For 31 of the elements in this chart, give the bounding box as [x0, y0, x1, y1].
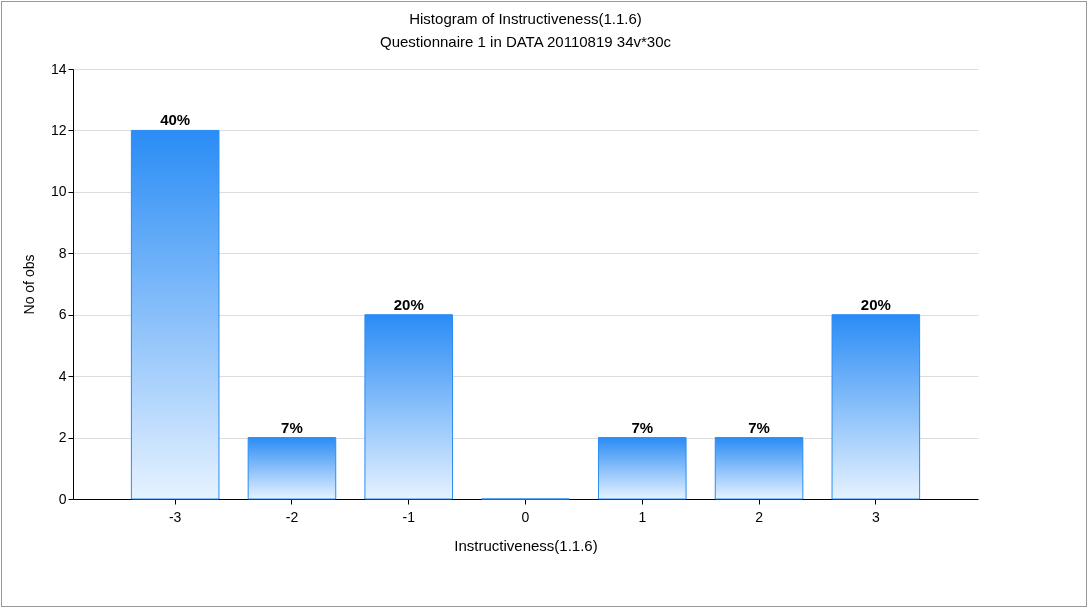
annotation: 7% — [281, 418, 303, 436]
x-tick-label: -1 — [402, 508, 416, 525]
y-tick-label: 0 — [58, 490, 67, 507]
x-tick-label: 1 — [638, 508, 647, 525]
bar — [247, 437, 337, 500]
x-tick-label: -2 — [285, 508, 299, 525]
bar — [130, 129, 220, 500]
bar — [597, 437, 687, 500]
y-tick-label: 8 — [58, 244, 67, 261]
annotation: 7% — [631, 418, 654, 436]
annotation: 20% — [393, 295, 424, 313]
chart-title: Histogram of Instructiveness(1.1.6) — [409, 10, 642, 27]
x-tick-label: -3 — [168, 508, 182, 525]
x-tick-label: 3 — [871, 508, 880, 525]
x-tick-label: 0 — [521, 508, 530, 525]
y-tick-label: 12 — [50, 121, 67, 138]
y-axis-title: No of obs — [20, 254, 37, 315]
y-tick-label: 6 — [58, 306, 67, 323]
annotation: 20% — [860, 295, 891, 313]
y-tick-label: 14 — [50, 60, 67, 77]
y-tick-label: 2 — [58, 429, 67, 446]
x-tick-label: 2 — [755, 508, 764, 525]
y-tick-label: 4 — [58, 367, 67, 384]
x-axis-title: Instructiveness(1.1.6) — [454, 536, 598, 554]
bar — [714, 437, 804, 500]
chart-subtitle: Questionnaire 1 in DATA 20110819 34v*30c — [379, 33, 672, 50]
bar — [831, 314, 921, 500]
bar — [364, 314, 454, 500]
y-tick-label: 10 — [50, 183, 67, 200]
annotation: 7% — [748, 418, 770, 436]
annotation: 40% — [160, 111, 191, 129]
